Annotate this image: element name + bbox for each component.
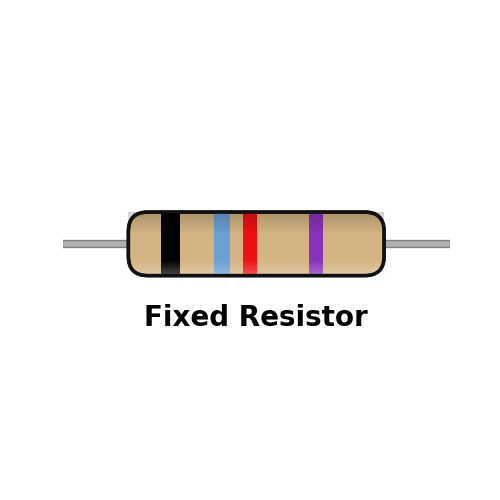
Bar xyxy=(242,212,256,276)
Bar xyxy=(214,212,230,276)
Text: Fixed Resistor: Fixed Resistor xyxy=(144,304,368,332)
Bar xyxy=(308,212,324,276)
FancyBboxPatch shape xyxy=(128,212,384,276)
Bar xyxy=(162,212,180,276)
